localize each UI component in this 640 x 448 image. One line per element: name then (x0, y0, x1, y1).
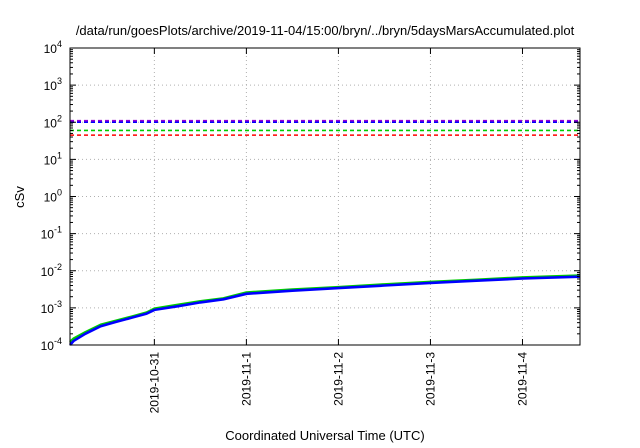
y-tick-label: 101 (44, 150, 62, 167)
x-axis-ticks: 2019-10-31 2019-11-1 2019-11-2 2019-11-3 201… (147, 48, 529, 413)
x-tick-label: 2019-11-2 (331, 352, 345, 406)
series-layer (69, 274, 581, 346)
series-line (69, 274, 581, 344)
x-tick-label: 2019-11-4 (515, 352, 529, 406)
reference-lines (70, 119, 580, 136)
x-axis-label: Coordinated Universal Time (UTC) (225, 428, 424, 443)
grid (70, 48, 580, 345)
y-axis-ticks: 10-4 10-3 10-2 10-1 100 101 102 103 104 (41, 39, 580, 353)
y-tick-label: 104 (44, 39, 62, 56)
y-tick-label: 103 (44, 76, 62, 93)
y-axis-label: cSv (12, 186, 27, 208)
y-tick-label: 100 (44, 188, 62, 205)
y-tick-label: 10-3 (41, 299, 62, 316)
y-tick-label: 10-4 (41, 336, 62, 353)
x-tick-label: 2019-11-1 (239, 352, 253, 406)
y-tick-label: 10-1 (41, 225, 62, 242)
y-tick-label: 10-2 (41, 262, 62, 279)
x-tick-label: 2019-10-31 (147, 352, 161, 414)
y-tick-label: 102 (44, 113, 62, 130)
x-tick-label: 2019-11-3 (423, 352, 437, 406)
chart-title: /data/run/goesPlots/archive/2019-11-04/1… (76, 23, 575, 38)
series-line (69, 275, 581, 346)
